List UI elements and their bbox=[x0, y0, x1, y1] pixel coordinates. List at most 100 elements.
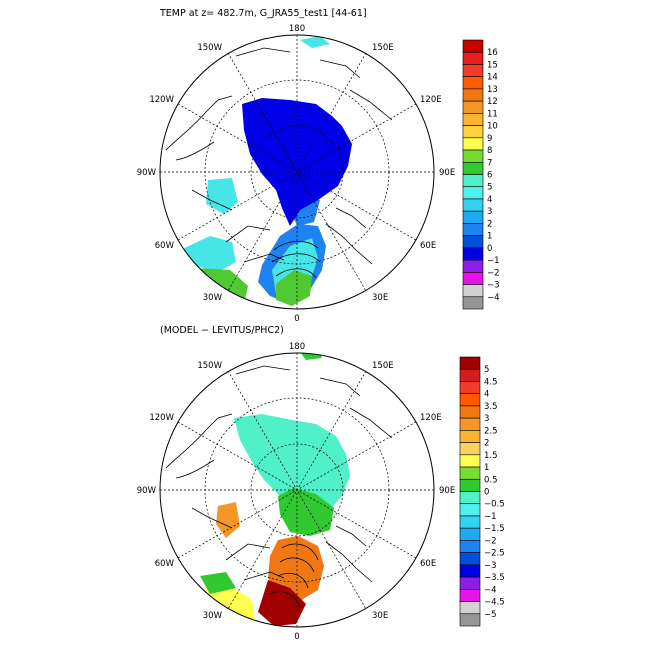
top-lon-label-0: 0 bbox=[294, 314, 299, 324]
colorbar-swatch bbox=[462, 235, 484, 249]
top-lon-label-30e: 30E bbox=[372, 293, 388, 303]
colorbar-swatch bbox=[462, 284, 484, 298]
colorbar-swatch bbox=[462, 137, 484, 151]
bottom-lon-label-0: 0 bbox=[294, 632, 299, 642]
colorbar-tick-label: −1.5 bbox=[484, 524, 505, 534]
colorbar-swatch bbox=[462, 210, 484, 224]
colorbar-tick-label: −3.5 bbox=[484, 573, 505, 583]
top-lon-label-180: 180 bbox=[289, 24, 305, 34]
colorbar-tick-label: −2 bbox=[487, 268, 500, 278]
colorbar-swatch bbox=[462, 39, 484, 53]
colorbar-swatch bbox=[459, 527, 481, 541]
bottom-lon-label-30e: 30E bbox=[372, 611, 388, 621]
colorbar-swatch bbox=[462, 51, 484, 65]
colorbar-swatch bbox=[459, 552, 481, 566]
colorbar-swatch bbox=[459, 601, 481, 615]
colorbar-swatch bbox=[459, 393, 481, 407]
colorbar-tick-label: 5 bbox=[487, 183, 492, 193]
top-graticule bbox=[160, 35, 434, 309]
colorbar-swatch bbox=[459, 454, 481, 468]
arctic-diff-field bbox=[234, 414, 350, 518]
bottom-map-fill bbox=[165, 353, 393, 626]
contour-line bbox=[269, 543, 319, 609]
colorbar-swatch bbox=[459, 515, 481, 529]
colorbar-tick-label: −4.5 bbox=[484, 598, 505, 608]
colorbar-tick-label: 11 bbox=[487, 109, 498, 119]
colorbar-swatch bbox=[462, 125, 484, 139]
colorbar-swatch bbox=[462, 174, 484, 188]
top-map-panel: TEMP at z= 482.7m, G_JRA55_test1 [44-61] bbox=[137, 8, 500, 324]
bottom-lon-label-180: 180 bbox=[289, 342, 305, 352]
bottom-colorbar: 5 4.5 4 3.5 3 2.5 2 1.5 1 0.5 0 −0.5 −1 −1.5 −2 −2.5 −3 −… bbox=[459, 356, 505, 627]
colorbar-tick-label: 0.5 bbox=[484, 475, 498, 485]
colorbar-tick-label: 0 bbox=[484, 488, 489, 498]
colorbar-tick-label: −3 bbox=[487, 281, 500, 291]
colorbar-tick-label: 12 bbox=[487, 97, 498, 107]
contour-line bbox=[271, 241, 321, 279]
sw-green-field bbox=[200, 572, 236, 594]
top-lon-label-30w: 30W bbox=[203, 293, 223, 303]
bottom-map-panel: (MODEL − LEVITUS/PHC2) 180 0 90W bbox=[137, 325, 505, 642]
colorbar-swatch bbox=[459, 491, 481, 505]
top-lon-label-120w: 120W bbox=[149, 95, 174, 105]
colorbar-swatch bbox=[462, 247, 484, 261]
colorbar-swatch bbox=[459, 442, 481, 456]
colorbar-swatch bbox=[462, 198, 484, 212]
green-diff-field bbox=[278, 488, 334, 536]
colorbar-tick-label: 2 bbox=[487, 219, 492, 229]
colorbar-swatch bbox=[462, 296, 484, 310]
top-lon-label-60e: 60E bbox=[420, 241, 436, 251]
top-lon-label-120e: 120E bbox=[420, 95, 442, 105]
colorbar-swatch bbox=[462, 223, 484, 236]
top-field-cap bbox=[300, 36, 330, 48]
colorbar-tick-label: −5 bbox=[484, 610, 497, 620]
top-lon-label-60w: 60W bbox=[155, 241, 175, 251]
colorbar-swatch bbox=[459, 381, 481, 394]
iceland-warm-field bbox=[276, 270, 312, 306]
colorbar-tick-label: 5 bbox=[484, 365, 489, 375]
top-panel-title: TEMP at z= 482.7m, G_JRA55_test1 [44-61] bbox=[159, 8, 367, 19]
bottom-lon-label-90w: 90W bbox=[137, 486, 157, 496]
bottom-lon-label-120e: 120E bbox=[420, 413, 442, 423]
colorbar-swatch bbox=[462, 76, 484, 90]
colorbar-tick-label: 2 bbox=[484, 439, 489, 449]
colorbar-tick-label: −1 bbox=[487, 256, 500, 266]
colorbar-swatch bbox=[462, 161, 484, 175]
colorbar-tick-label: 10 bbox=[487, 122, 498, 132]
colorbar-tick-label: −0.5 bbox=[484, 500, 505, 510]
colorbar-swatch bbox=[462, 272, 484, 285]
colorbar-swatch bbox=[459, 564, 481, 578]
colorbar-swatch bbox=[459, 478, 481, 492]
bottom-panel-title: (MODEL − LEVITUS/PHC2) bbox=[160, 325, 284, 336]
top-lon-label-150e: 150E bbox=[372, 43, 394, 53]
sw-atlantic-field bbox=[180, 236, 236, 272]
colorbar-tick-label: 14 bbox=[487, 73, 498, 83]
colorbar-tick-label: 1 bbox=[484, 463, 489, 473]
colorbar-tick-label: 1 bbox=[487, 232, 492, 242]
colorbar-swatch bbox=[459, 405, 481, 419]
colorbar-swatch bbox=[459, 466, 481, 480]
colorbar-tick-label: 3 bbox=[484, 414, 489, 424]
bottom-lon-label-60e: 60E bbox=[420, 559, 436, 569]
colorbar-tick-label: 2.5 bbox=[484, 426, 498, 436]
colorbar-tick-label: 4 bbox=[487, 195, 492, 205]
arctic-cold-core bbox=[242, 98, 352, 226]
colorbar-tick-label: 3 bbox=[487, 207, 492, 217]
colorbar-swatch bbox=[459, 540, 481, 553]
colorbar-tick-label: 4 bbox=[484, 390, 489, 400]
labrador-field bbox=[206, 178, 238, 214]
top-lon-label-90e: 90E bbox=[439, 168, 455, 178]
top-green-cap bbox=[300, 353, 322, 360]
bottom-lon-label-90e: 90E bbox=[439, 486, 455, 496]
top-lon-label-90w: 90W bbox=[137, 168, 157, 178]
top-map-fill bbox=[165, 36, 393, 309]
colorbar-swatch bbox=[462, 186, 484, 200]
colorbar-swatch bbox=[459, 503, 481, 517]
colorbar-tick-label: 0 bbox=[487, 244, 492, 254]
colorbar-swatch bbox=[459, 576, 481, 590]
bottom-map-border bbox=[159, 352, 435, 628]
colorbar-swatch bbox=[462, 149, 484, 163]
colorbar-swatch bbox=[459, 368, 481, 382]
colorbar-tick-label: −3 bbox=[484, 561, 497, 571]
